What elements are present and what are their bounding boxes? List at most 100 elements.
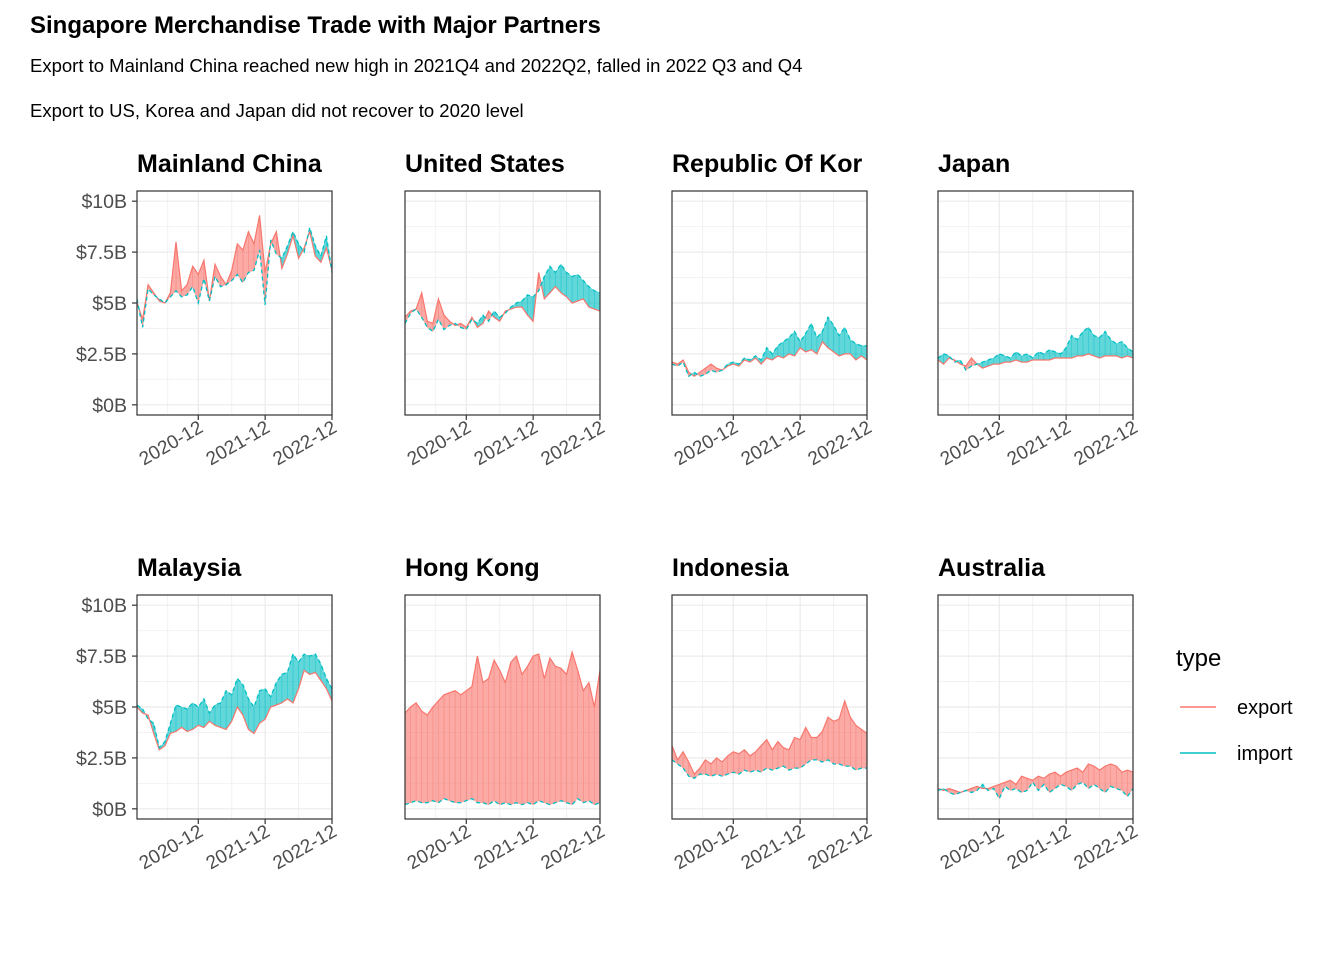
ribbon-segment-malaysia [259,688,266,724]
ribbon-segment-hong-kong [521,665,528,805]
ribbon-segment-hong-kong [443,692,450,801]
ribbon-segment-hong-kong [566,651,573,805]
export-line-australia [937,763,1134,794]
ribbon-segment-hong-kong [555,666,562,803]
y-tick-label: $2.5B [76,748,127,770]
ribbon-segment-hong-kong [404,706,411,805]
ribbon-segment-hong-kong [460,690,467,803]
panel-border-australia [937,594,1134,820]
ribbon-segment-indonesia [833,718,840,765]
x-tick-label: 2022-12 [1071,417,1142,470]
x-tick-label: 2020-12 [136,417,207,470]
ribbon-segment-hong-kong [454,690,461,803]
y-tick-label: $10B [81,595,127,617]
y-tick-label: $7.5B [76,242,127,264]
x-tick-label: 2022-12 [270,417,341,470]
ribbon-segment-malaysia [309,653,316,675]
ribbon-segment-japan [1093,335,1100,359]
x-tick-label: 2022-12 [538,821,609,874]
ribbon-segment-indonesia [794,737,801,769]
export-line-united-states [404,272,601,329]
ribbon-segment-hong-kong [516,656,523,805]
legend-label-export: export [1237,697,1293,719]
y-tick-label: $0B [92,395,127,417]
panel-title-indonesia: Indonesia [672,554,790,582]
import-line-indonesia [671,759,867,780]
ribbon-segment-hong-kong [421,710,428,803]
import-line-hong-kong [404,797,601,806]
panel-border-japan [937,190,1134,416]
ribbon-segment-hong-kong [482,678,489,805]
panel-title-hong-kong: Hong Kong [405,554,540,582]
ribbon-segment-australia [1110,763,1117,789]
ribbon-segment-hong-kong [410,702,417,803]
ribbon-segment-hong-kong [466,686,473,801]
ribbon-segment-hong-kong [510,655,517,805]
y-tick-label: $7.5B [76,646,127,668]
ribbon-segment-indonesia [855,724,862,771]
panel-border-hong-kong [404,594,601,820]
ribbon-segment-hong-kong [544,658,551,805]
ribbon-segment-japan [1116,341,1123,359]
panel-title-japan: Japan [938,150,1010,178]
x-tick-label: 2021-12 [738,821,809,874]
x-tick-label: 2020-12 [404,417,475,470]
import-line-malaysia [136,652,333,750]
x-tick-label: 2022-12 [270,821,341,874]
x-tick-label: 2021-12 [203,417,274,470]
ribbon-segment-japan [1082,327,1089,357]
ribbon-segment-indonesia [861,729,868,769]
chart-title: Singapore Merchandise Trade with Major P… [30,12,601,39]
x-tick-label: 2020-12 [671,417,742,470]
panel-title-mainland-china: Mainland China [137,150,323,178]
ribbon-segment-malaysia [281,672,288,704]
ribbon-segment-hong-kong [499,670,506,805]
x-tick-label: 2022-12 [1071,821,1142,874]
ribbon-segment-indonesia [811,737,818,761]
ribbon-segment-hong-kong [427,706,434,803]
import-line-australia [937,781,1134,801]
ribbon-segment-hong-kong [493,659,500,806]
import-line-united-states [404,263,601,333]
export-line-hong-kong [404,649,601,716]
panel-border-indonesia [671,594,868,820]
x-tick-label: 2021-12 [1004,417,1075,470]
ribbon-segment-hong-kong [438,694,445,804]
ribbon-segment-hong-kong [415,702,422,803]
panel-border-republic-of-kor [671,190,868,416]
export-line-malaysia [136,669,333,751]
x-tick-label: 2022-12 [538,417,609,470]
export-line-mainland-china [136,215,333,320]
ribbon-segment-hong-kong [560,667,567,803]
ribbon-segment-united-states [571,274,578,304]
x-tick-label: 2020-12 [136,821,207,874]
x-tick-label: 2021-12 [1004,821,1075,874]
legend-title: type [1176,645,1221,672]
ribbon-segment-hong-kong [505,662,512,805]
x-tick-label: 2021-12 [471,821,542,874]
x-tick-label: 2021-12 [738,417,809,470]
ribbon-segment-united-states [594,290,601,312]
export-line-republic-of-kor [671,340,868,378]
ribbon-segment-hong-kong [449,690,456,803]
x-tick-label: 2021-12 [203,821,274,874]
ribbon-segment-hong-kong [432,700,439,803]
ribbon-segment-hong-kong [571,651,578,806]
ribbon-segment-australia [1088,763,1095,789]
ribbon-segment-hong-kong [488,660,495,806]
panel-title-republic-of-kor: Republic Of Kor [672,150,863,178]
legend-label-import: import [1237,743,1293,765]
ribbon-segment-hong-kong [583,681,590,803]
ribbon-segment-hong-kong [577,670,584,804]
ribbon-segment-malaysia [214,702,221,728]
ribbon-segment-indonesia [733,751,740,775]
ribbon-segment-australia [1021,775,1028,793]
y-tick-label: $5B [92,293,127,315]
panel-title-australia: Australia [938,554,1046,582]
y-tick-label: $0B [92,799,127,821]
panel-border-united-states [404,190,601,416]
panel-title-malaysia: Malaysia [137,554,242,582]
x-tick-label: 2021-12 [471,417,542,470]
chart-subtitle-line-2: Export to US, Korea and Japan did not re… [30,100,524,121]
